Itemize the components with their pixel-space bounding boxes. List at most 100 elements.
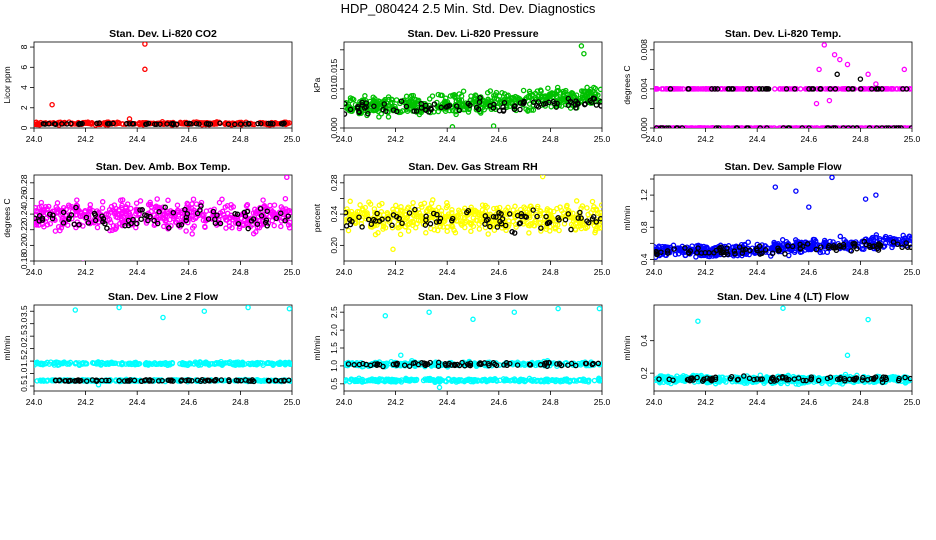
plot-frame [33,304,293,392]
data-point [186,377,193,384]
data-point [47,211,53,217]
data-point [217,220,224,227]
x-tick-label: 24.4 [129,267,146,277]
data-point [62,377,69,384]
data-point [742,246,749,253]
data-point [222,360,229,366]
y-tick-label: 1.2 [639,189,649,201]
x-tick-label: 24.2 [387,397,404,407]
data-point [552,224,558,231]
y-axis-label: percent [312,203,322,232]
data-point [744,86,751,92]
data-point [900,86,906,92]
y-tick-label: 0.2 [639,367,649,379]
data-point [754,125,761,128]
x-tick-label: 25.0 [904,134,921,144]
data-point [862,196,869,202]
data-point [568,360,575,367]
data-point [814,125,820,128]
plot-title: Stan. Dev. Li-820 Pressure [407,28,538,40]
data-point [596,376,602,383]
data-point [219,196,225,203]
data-point [81,260,85,261]
data-point [244,208,251,215]
data-point [116,377,122,384]
data-point [525,107,531,113]
data-point [866,86,872,92]
data-point [222,204,229,210]
data-point [344,209,349,216]
data-point [222,120,229,127]
data-point [72,307,79,313]
data-point [417,217,424,224]
data-point [184,362,191,369]
data-point [539,175,546,180]
plot-frame [33,41,293,129]
data-point [365,110,371,117]
data-point [806,204,812,210]
data-point [677,86,684,92]
data-point [491,101,497,108]
data-point [356,214,362,220]
data-point [808,125,814,128]
data-point [907,86,912,92]
x-tick-label: 24.2 [77,134,94,144]
data-point [826,97,833,104]
data-point [73,360,79,366]
data-point [44,221,51,228]
data-point [126,116,133,122]
data-point [679,125,686,128]
data-point [596,222,602,228]
data-point [474,217,481,224]
data-point [535,93,541,100]
data-point [550,377,556,384]
x-tick-label: 24.6 [181,267,198,277]
data-point [153,121,160,127]
data-point [142,42,148,47]
data-point [895,125,902,128]
data-point [475,106,482,113]
y-tick-label: 0.8 [639,221,649,233]
data-point [34,222,40,228]
data-point [501,91,508,97]
x-tick-label: 25.0 [284,134,301,144]
data-point [433,219,440,225]
data-point [654,248,659,255]
data-point [721,125,728,128]
data-point [908,235,912,242]
data-point [498,220,505,227]
data-point [431,101,438,107]
data-point [862,125,868,128]
data-point [792,86,798,92]
x-tick-label: 24.6 [801,267,818,277]
data-point [909,86,912,92]
data-point [162,213,169,219]
data-point [740,247,746,253]
data-point [494,224,501,230]
data-point [580,88,586,95]
data-point [344,217,348,223]
data-point [138,378,145,384]
data-point [864,125,871,128]
data-points [654,175,912,261]
data-point [873,81,879,87]
y-tick-label: 0.20 [329,237,339,254]
data-point [126,378,132,384]
data-point [46,121,52,127]
data-point [585,211,591,218]
data-point [562,89,568,95]
data-point [111,360,118,366]
data-point [556,217,562,223]
data-point [58,360,65,367]
data-point [78,377,84,384]
data-point [504,362,510,369]
data-point [34,215,38,221]
data-point [236,362,243,368]
data-point [359,224,365,230]
data-point [512,203,518,210]
data-point [232,121,238,128]
data-point [34,205,39,211]
data-point [584,205,590,211]
data-point [356,375,362,381]
